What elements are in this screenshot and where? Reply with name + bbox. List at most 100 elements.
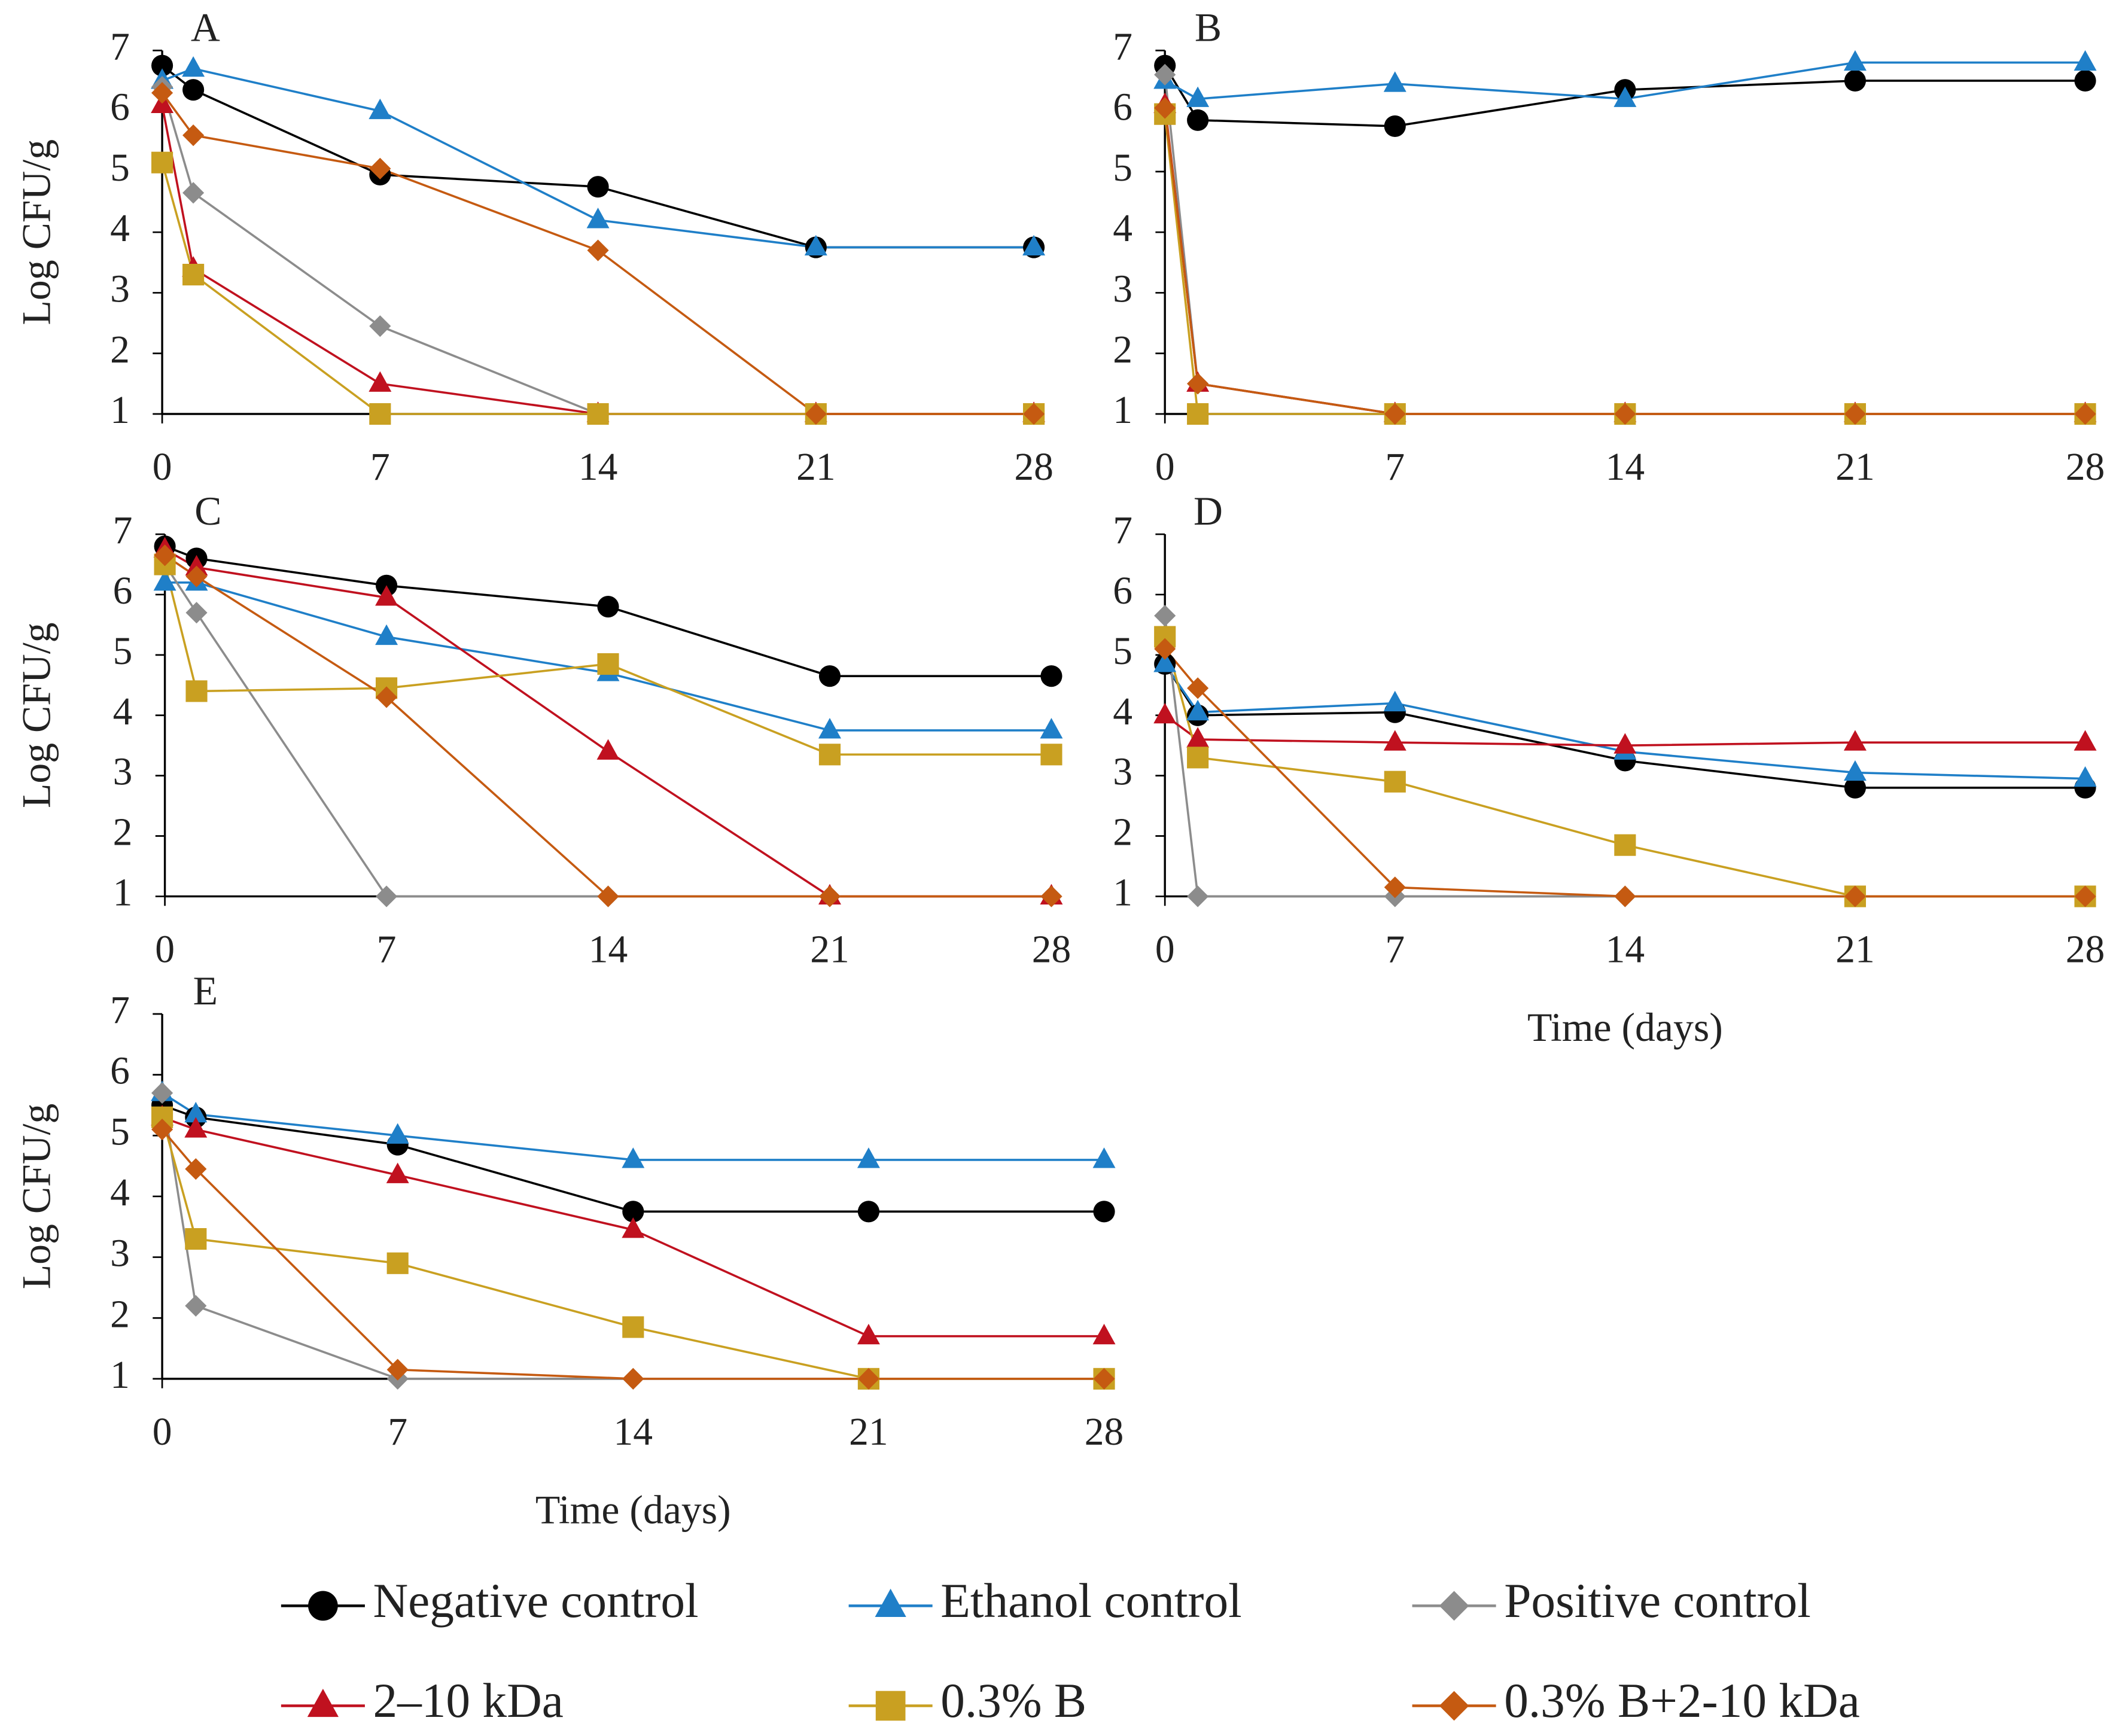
marker [1844, 776, 1867, 799]
y-tick-label: 6 [110, 1050, 130, 1093]
y-tick-label: 2 [110, 328, 130, 371]
y-tick-label: 1 [1113, 389, 1132, 432]
marker [1844, 885, 1867, 907]
marker [2074, 69, 2096, 92]
marker [153, 569, 176, 591]
marker [1187, 747, 1209, 769]
marker [1384, 770, 1406, 793]
y-tick-label: 3 [1113, 267, 1132, 310]
marker [1093, 1201, 1115, 1223]
x-tick-label: 0 [1155, 446, 1175, 489]
y-tick-label: 2 [1113, 811, 1132, 854]
x-tick-label: 28 [1032, 928, 1071, 971]
y-tick-label: 4 [110, 207, 130, 250]
x-tick-label: 0 [155, 928, 175, 971]
marker [185, 555, 208, 576]
y-tick-label: 1 [110, 1354, 130, 1397]
series-line [1164, 74, 2085, 415]
legend-label: 0.3% B+2-10 kDa [1504, 1674, 1860, 1728]
marker [1040, 744, 1062, 766]
marker [375, 624, 398, 645]
marker [622, 1368, 644, 1390]
marker [369, 371, 392, 392]
y-tick-label: 1 [1113, 871, 1132, 914]
legend-label: Ethanol control [940, 1574, 1242, 1628]
marker [1186, 86, 1210, 107]
marker [597, 653, 619, 675]
marker [1187, 885, 1209, 907]
marker [1040, 885, 1062, 907]
y-tick-label: 5 [110, 1110, 130, 1153]
series-line [161, 92, 1034, 415]
marker [1383, 71, 1406, 92]
marker [375, 885, 398, 907]
legend-marker [307, 1688, 339, 1717]
marker [1153, 702, 1177, 724]
y-tick-label: 3 [1113, 751, 1132, 794]
marker [1092, 1323, 1116, 1345]
panel-title: B [1195, 5, 1222, 50]
marker [1843, 50, 1867, 71]
marker [1614, 834, 1636, 856]
x-tick-label: 7 [388, 1411, 407, 1454]
marker [182, 79, 205, 101]
marker [185, 1295, 207, 1317]
legend-label: 2–10 kDa [373, 1674, 563, 1728]
y-tick-label: 2 [110, 1293, 130, 1336]
y-axis-title: Log CFU/g [14, 622, 59, 808]
marker [818, 885, 841, 907]
y-axis-title: Log CFU/g [14, 139, 59, 325]
y-tick-label: 5 [110, 147, 130, 190]
legend-label: 0.3% B [940, 1674, 1086, 1728]
marker [1040, 718, 1063, 739]
y-tick-label: 6 [110, 86, 130, 129]
series-line [1164, 105, 2085, 415]
y-tick-label: 4 [110, 1171, 130, 1214]
y-tick-label: 7 [1113, 25, 1132, 68]
x-tick-label: 7 [1385, 446, 1405, 489]
marker [184, 1117, 208, 1138]
x-axis-title: Time (days) [535, 1487, 731, 1532]
series-line [163, 564, 1052, 756]
marker [587, 403, 609, 425]
marker [151, 151, 173, 173]
x-tick-label: 14 [589, 928, 628, 971]
y-tick-label: 5 [1113, 147, 1132, 190]
x-tick-label: 7 [370, 446, 390, 489]
marker [587, 176, 609, 198]
x-tick-label: 0 [153, 1411, 172, 1454]
x-tick-label: 14 [579, 446, 617, 489]
y-tick-label: 7 [1113, 509, 1132, 552]
legend-marker [308, 1591, 338, 1621]
legend-marker [1439, 1591, 1469, 1621]
marker [185, 1158, 207, 1180]
y-tick-label: 2 [113, 811, 133, 854]
marker [1843, 760, 1867, 781]
panel-title: E [193, 968, 218, 1013]
legend-marker [875, 1588, 906, 1618]
x-tick-label: 0 [1155, 928, 1175, 971]
marker [597, 596, 619, 618]
marker [1187, 677, 1209, 699]
marker [1154, 605, 1176, 627]
marker [182, 263, 205, 286]
marker [1093, 1368, 1115, 1390]
marker [1153, 651, 1177, 672]
marker [586, 208, 610, 229]
x-tick-label: 7 [377, 928, 397, 971]
x-tick-label: 21 [810, 928, 850, 971]
legend-marker [1439, 1691, 1469, 1721]
marker [185, 602, 208, 624]
x-tick-label: 21 [849, 1411, 888, 1454]
marker [386, 1359, 409, 1381]
x-tick-label: 21 [1835, 446, 1875, 489]
x-tick-label: 7 [1385, 928, 1405, 971]
marker [1022, 234, 1046, 256]
y-tick-label: 6 [113, 569, 133, 613]
panel-title: A [191, 5, 220, 50]
marker [2074, 403, 2096, 425]
x-tick-label: 0 [153, 446, 172, 489]
marker [1186, 699, 1210, 721]
panel-title: C [194, 489, 221, 534]
marker [369, 315, 391, 337]
